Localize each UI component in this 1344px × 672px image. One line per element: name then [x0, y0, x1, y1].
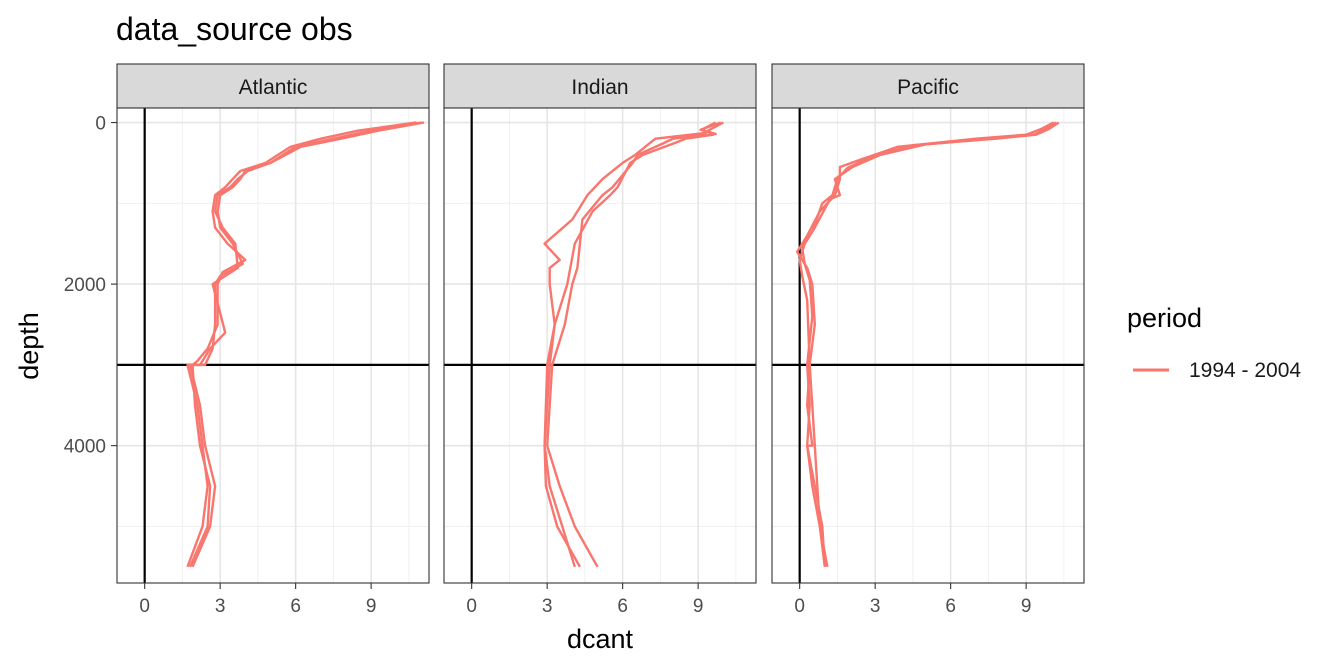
x-tick-label: 9 — [366, 596, 377, 617]
y-axis-label: depth — [14, 312, 44, 380]
facet-panel-pacific: Pacific 0 3 6 9 — [771, 63, 1085, 617]
y-tick-label: 4000 — [64, 437, 106, 458]
legend-entry-label: 1994 - 2004 — [1189, 359, 1301, 382]
facet-strip — [771, 63, 1085, 109]
facet-strip — [443, 63, 757, 109]
legend: period 1994 - 2004 — [1127, 303, 1301, 382]
x-tick-label: 9 — [693, 596, 704, 617]
x-tick-label: 3 — [215, 596, 226, 617]
panel-border — [443, 107, 757, 584]
y-tick-label: 0 — [95, 114, 106, 135]
x-tick-label: 9 — [1021, 596, 1032, 617]
x-tick-label: 3 — [870, 596, 881, 617]
facet-strip-label: Indian — [571, 76, 628, 99]
x-tick-label: 0 — [794, 596, 805, 617]
panel-background — [117, 108, 429, 583]
series-lines — [543, 121, 724, 568]
series-line-3 — [801, 121, 1060, 568]
facet-panel-indian: Indian 0 3 6 9 — [443, 63, 757, 617]
y-axis: 0 2000 4000 — [64, 114, 117, 458]
panel-border — [771, 107, 1085, 584]
x-tick-label: 3 — [542, 596, 553, 617]
panel-background — [772, 108, 1084, 583]
x-tick-label: 6 — [617, 596, 628, 617]
series-line-3 — [188, 121, 425, 568]
facet-strip-label: Atlantic — [239, 76, 308, 99]
facet-strip-label: Pacific — [897, 76, 959, 99]
x-tick-label: 0 — [466, 596, 477, 617]
x-tick-label: 6 — [290, 596, 301, 617]
series-line-2 — [543, 121, 717, 568]
facet-strip — [116, 63, 430, 109]
facet-panels: Atlantic 0 3 6 9 Indian 0 3 6 9 Pacific 0 3 6 9 — [116, 63, 1085, 617]
y-tick-label: 2000 — [64, 275, 106, 296]
panel-border — [116, 107, 430, 584]
facet-panel-atlantic: Atlantic 0 3 6 9 — [116, 63, 430, 617]
series-lines — [186, 121, 425, 568]
chart-title: data_source obs — [116, 11, 353, 47]
series-line-3 — [546, 121, 722, 568]
panel-background — [444, 108, 756, 583]
x-axis-label: dcant — [567, 624, 634, 654]
series-lines — [796, 121, 1060, 568]
legend-title: period — [1127, 303, 1202, 333]
x-tick-label: 6 — [945, 596, 956, 617]
x-tick-label: 0 — [139, 596, 150, 617]
